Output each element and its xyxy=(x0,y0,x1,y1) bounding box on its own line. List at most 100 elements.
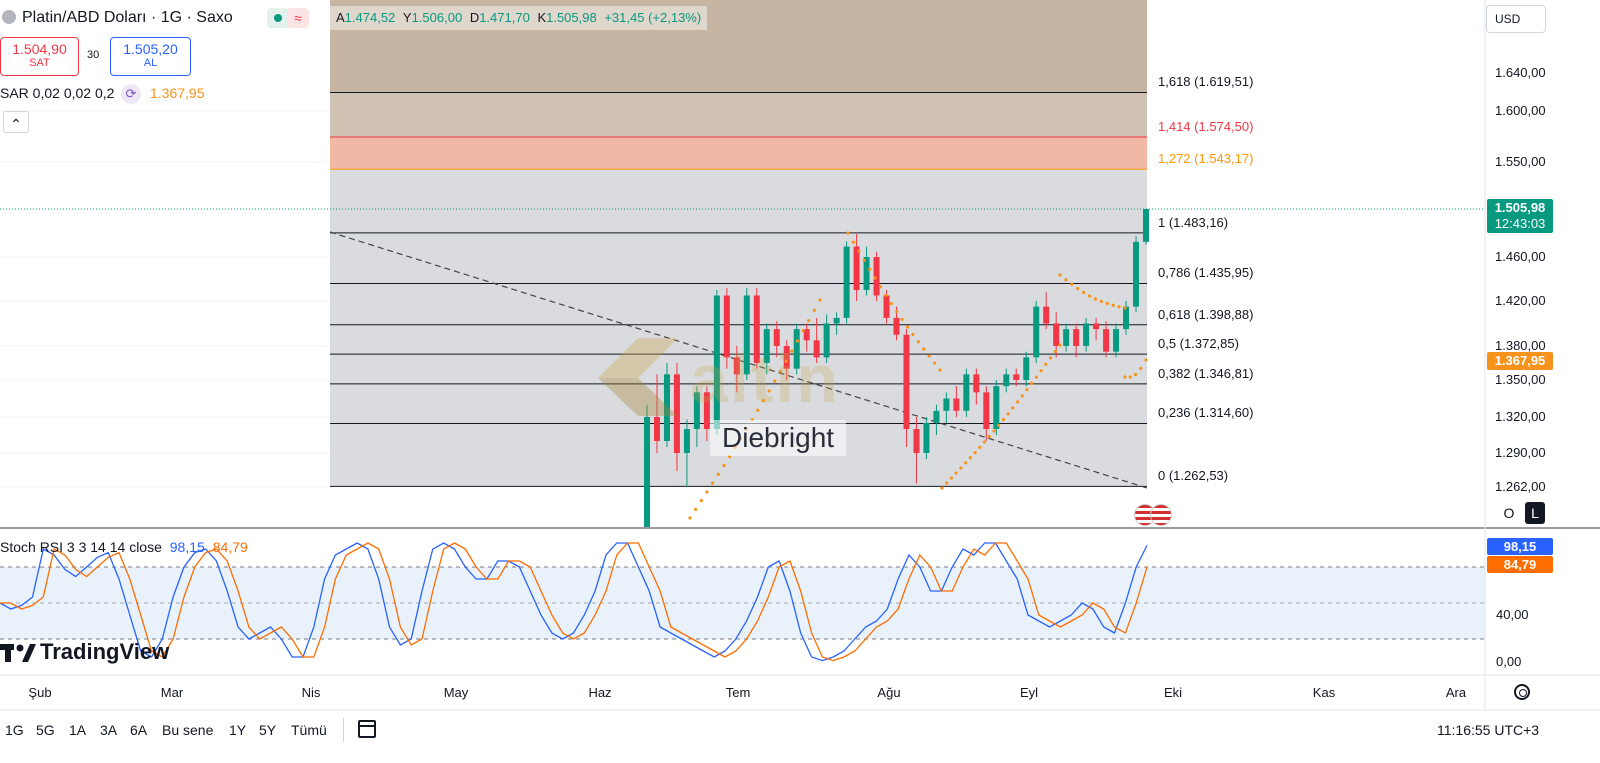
sar-dot xyxy=(949,476,954,480)
time-axis-settings-icon[interactable] xyxy=(1514,684,1530,700)
symbol-icon[interactable] xyxy=(2,10,16,24)
stoch-rsi-d-value: 84,79 xyxy=(212,539,248,555)
range-button[interactable]: 1A xyxy=(69,722,87,738)
ohlc-o-button[interactable]: O xyxy=(1503,505,1515,521)
sar-dot xyxy=(784,359,788,363)
time-axis-label: Ara xyxy=(1445,685,1467,700)
range-button[interactable]: Bu sene xyxy=(162,722,214,738)
sar-dot xyxy=(1039,369,1043,373)
time-axis-label: Tem xyxy=(725,685,751,700)
tradingview-logo-text: TradingView xyxy=(40,639,170,664)
calendar-icon[interactable] xyxy=(358,720,376,738)
sell-price: 1.504,90 xyxy=(12,41,67,57)
sar-dot xyxy=(927,354,931,358)
sar-dot xyxy=(900,317,904,321)
sar-dot xyxy=(722,463,726,468)
candle-body xyxy=(953,398,960,411)
stoch-rsi-legend[interactable]: Stoch RSI 3 3 14 14 close 98,15 84,79 xyxy=(0,539,248,555)
sar-dot xyxy=(857,249,861,253)
high-label: Y xyxy=(402,10,412,25)
buy-button[interactable]: 1.505,20 AL xyxy=(110,37,191,76)
price-tick: 1.350,00 xyxy=(1495,372,1546,387)
candle-body xyxy=(1003,374,1010,387)
sar-dot xyxy=(1044,362,1048,366)
sar-dot xyxy=(851,240,856,244)
data-feed-icon[interactable]: ≈ xyxy=(287,8,309,28)
sar-dot xyxy=(868,267,872,271)
range-button[interactable]: 6A xyxy=(130,722,148,738)
sar-indicator-name[interactable]: SAR 0,02 0,02 0,2 xyxy=(0,85,115,101)
high-value: 1.506,00 xyxy=(411,10,463,25)
fib-zone-extension xyxy=(330,0,1147,93)
candle-body xyxy=(653,417,660,441)
sell-button[interactable]: 1.504,90 SAT xyxy=(0,37,79,76)
stoch-rsi-k-line xyxy=(0,542,1148,662)
candle-body xyxy=(1023,357,1030,380)
sar-dot xyxy=(711,481,715,485)
market-status-icon[interactable] xyxy=(267,8,289,28)
sar-dot xyxy=(1123,306,1127,310)
collapse-legend-button[interactable]: ⌃ xyxy=(3,111,29,133)
fib-zone-1414 xyxy=(330,137,1147,170)
candle-body xyxy=(683,429,690,453)
candle-body xyxy=(1103,329,1110,352)
sar-dot xyxy=(895,309,899,314)
fib-label-1-618: 1,618 (1.619,51) xyxy=(1158,74,1254,90)
range-button[interactable]: 1G xyxy=(5,722,24,738)
stoch-rsi-pane xyxy=(0,542,1485,662)
footer-divider xyxy=(343,718,344,742)
sar-dot xyxy=(992,429,996,433)
range-button[interactable]: 5G xyxy=(36,722,55,738)
candle-body xyxy=(993,386,1000,429)
candle-body xyxy=(823,323,830,358)
candle-body xyxy=(723,295,730,358)
range-button[interactable]: 5Y xyxy=(259,722,277,738)
currency-button[interactable]: USD xyxy=(1486,5,1546,33)
fib-label-0-236: 0,236 (1.314,60) xyxy=(1158,405,1254,421)
sar-dot xyxy=(1076,286,1080,291)
rsi-k-badge: 98,15 xyxy=(1487,538,1553,555)
us-flag-event-icon[interactable] xyxy=(1150,504,1172,526)
ohlc-l-button[interactable]: L xyxy=(1525,502,1545,524)
candle-countdown: 12:43:03 xyxy=(1494,216,1546,231)
sar-dot xyxy=(968,456,972,460)
sar-dot xyxy=(1025,388,1029,392)
candle-body xyxy=(903,334,910,429)
candle-body xyxy=(663,374,670,441)
fib-label-0-382: 0,382 (1.346,81) xyxy=(1158,365,1254,381)
sar-dot xyxy=(940,486,944,490)
rsi-tick-0: 0,00 xyxy=(1496,654,1522,669)
sar-dot xyxy=(1144,358,1148,362)
last-price-value: 1.505,98 xyxy=(1494,200,1546,215)
candle-body xyxy=(1073,329,1080,346)
sar-dot xyxy=(922,347,926,351)
price-tick: 1.600,00 xyxy=(1495,103,1546,118)
symbol-title[interactable]: Platin/ABD Doları · 1G · Saxo xyxy=(22,9,233,26)
sar-refresh-icon[interactable]: ⟳ xyxy=(121,84,141,104)
sar-dot xyxy=(1015,400,1020,404)
sar-dot xyxy=(1006,412,1010,416)
range-button[interactable]: Tümü xyxy=(291,722,327,738)
sar-dot xyxy=(1030,381,1034,386)
sar-dot xyxy=(1133,372,1138,377)
fib-label-0-5: 0,5 (1.372,85) xyxy=(1158,336,1239,352)
footer-clock[interactable]: 11:16:55 UTC+3 xyxy=(1437,722,1540,738)
sar-dot xyxy=(873,276,877,280)
sar-dot xyxy=(807,318,811,323)
sar-dot xyxy=(954,471,958,475)
range-button[interactable]: 1Y xyxy=(229,722,247,738)
fib-label-0: 0 (1.262,53) xyxy=(1158,468,1229,484)
candle-body xyxy=(943,398,950,411)
range-button[interactable]: 3A xyxy=(100,722,118,738)
sar-dot xyxy=(688,516,692,520)
watermark-logo xyxy=(598,338,688,416)
sar-dot xyxy=(761,399,766,403)
sar-dot xyxy=(973,450,977,455)
candle-body xyxy=(963,374,970,411)
sar-dot xyxy=(1011,406,1015,410)
watermark-brand: altin xyxy=(690,341,840,417)
fib-label-1-272: 1,272 (1.543,17) xyxy=(1158,151,1254,167)
sar-dot xyxy=(1064,278,1068,282)
sar-dot xyxy=(1111,303,1115,307)
